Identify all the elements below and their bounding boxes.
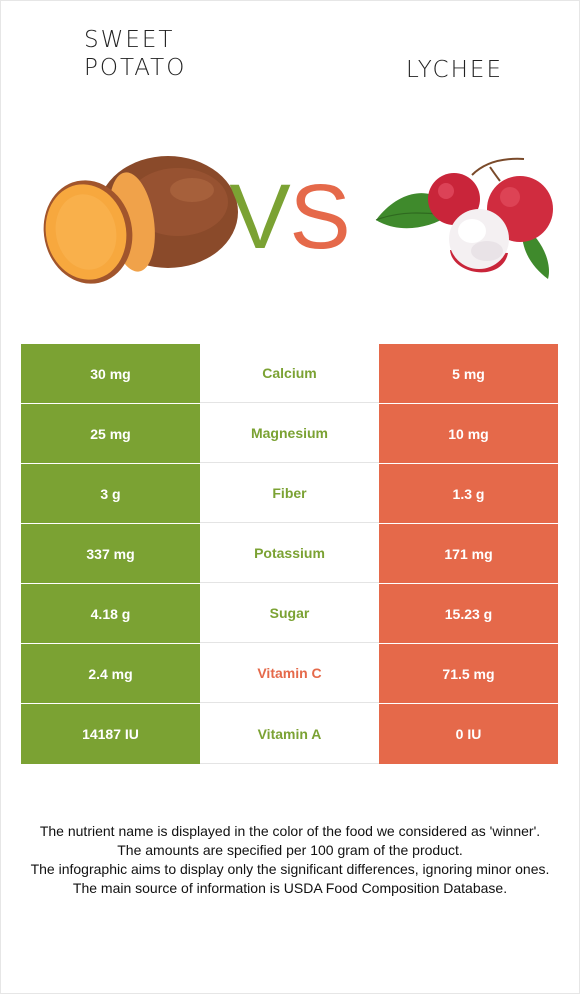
nutrient-name: Magnesium (200, 404, 379, 463)
right-value: 0 IU (379, 704, 558, 764)
right-value: 10 mg (379, 404, 558, 463)
left-food-title: SWEET POTATO (84, 27, 187, 81)
vs-v: V (229, 168, 290, 258)
table-row: 2.4 mg Vitamin C 71.5 mg (21, 644, 558, 704)
left-value: 3 g (21, 464, 200, 523)
right-value: 71.5 mg (379, 644, 558, 703)
table-row: 14187 IU Vitamin A 0 IU (21, 704, 558, 764)
table-row: 25 mg Magnesium 10 mg (21, 404, 558, 464)
left-value: 4.18 g (21, 584, 200, 643)
nutrient-name: Potassium (200, 524, 379, 583)
table-row: 337 mg Potassium 171 mg (21, 524, 558, 584)
nutrient-name: Vitamin C (200, 644, 379, 703)
left-value: 337 mg (21, 524, 200, 583)
vs-mark: V S (229, 168, 350, 258)
footnote: The main source of information is USDA F… (72, 880, 508, 896)
table-row: 4.18 g Sugar 15.23 g (21, 584, 558, 644)
table-row: 30 mg Calcium 5 mg (21, 344, 558, 404)
nutrient-comparison-table: 30 mg Calcium 5 mg 25 mg Magnesium 10 mg… (21, 344, 558, 764)
footnote: The infographic aims to display only the… (30, 861, 550, 877)
nutrient-name: Vitamin A (200, 704, 379, 764)
footnote: The amounts are specified per 100 gram o… (117, 842, 463, 858)
right-food-title: LYCHEE (406, 57, 503, 83)
table-row: 3 g Fiber 1.3 g (21, 464, 558, 524)
nutrient-name: Calcium (200, 344, 379, 403)
nutrient-name: Sugar (200, 584, 379, 643)
left-value: 25 mg (21, 404, 200, 463)
footnotes: The nutrient name is displayed in the co… (30, 822, 550, 898)
lychee-image (375, 157, 553, 279)
vs-s: S (289, 168, 350, 258)
right-value: 171 mg (379, 524, 558, 583)
left-value: 30 mg (21, 344, 200, 403)
nutrient-name: Fiber (200, 464, 379, 523)
left-value: 2.4 mg (21, 644, 200, 703)
footnote: The nutrient name is displayed in the co… (39, 823, 541, 839)
right-value: 5 mg (379, 344, 558, 403)
sweet-potato-image (43, 156, 238, 284)
right-value: 15.23 g (379, 584, 558, 643)
left-value: 14187 IU (21, 704, 200, 764)
right-value: 1.3 g (379, 464, 558, 523)
